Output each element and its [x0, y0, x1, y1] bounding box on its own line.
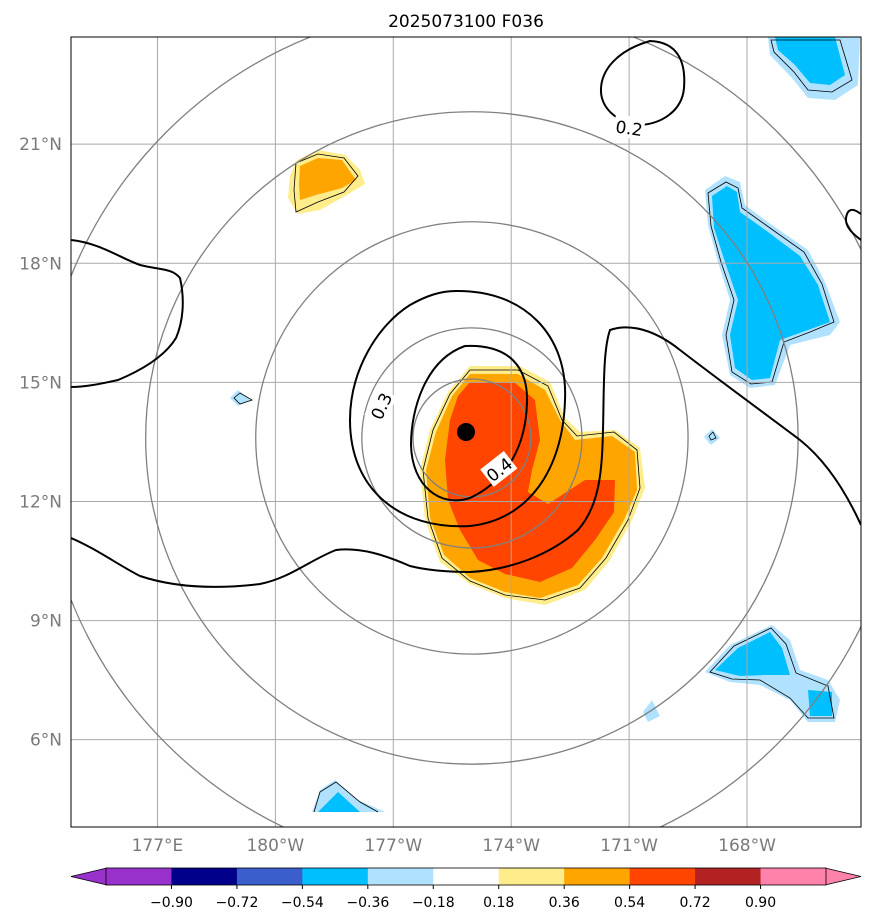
colorbar-segment [302, 868, 369, 885]
colorbar-segment [695, 868, 762, 885]
colorbar: −0.90 −0.72 −0.54 −0.36 −0.18 0.18 0.36 0.54 0.7… [70, 867, 862, 911]
colorbar-segment [171, 868, 238, 885]
contour-label-bg [612, 114, 646, 141]
y-tick-label: 6°N [30, 731, 62, 751]
negative-anomaly-northeast [775, 37, 845, 85]
x-tick-label: 171°W [600, 836, 658, 856]
contour-0.2-west [71, 239, 184, 388]
y-axis: 21°N 18°N 15°N 12°N 9°N 6°N [19, 135, 62, 750]
colorbar-tick-label: −0.36 [346, 895, 389, 911]
contour-0.2-south [71, 326, 861, 588]
outline-negative-east [707, 181, 835, 385]
colorbar-tick-label: −0.18 [412, 895, 455, 911]
colorbar-segment [236, 868, 303, 885]
colorbar-extend-high [824, 867, 862, 886]
x-tick-label: 177°W [364, 836, 422, 856]
x-tick-label: 168°W [718, 836, 776, 856]
y-tick-label: 12°N [19, 492, 62, 512]
outline-negative-small-2 [708, 431, 717, 441]
contour-labels: 0.20.30.4 [364, 114, 646, 487]
anomaly-outlines [233, 39, 853, 813]
colorbar-tick-label: 0.72 [680, 895, 711, 911]
negative-anomaly-east [712, 186, 830, 380]
range-ring-1 [361, 327, 583, 549]
colorbar-tick-label: 0.90 [745, 895, 776, 911]
positive-anomaly-red [445, 382, 615, 582]
negative-anomaly-southeast [715, 632, 790, 676]
positive-anomaly-west-core [299, 158, 356, 200]
x-tick-label: 180°W [246, 836, 304, 856]
colorbar-tick-label: −0.54 [281, 895, 324, 911]
colorbar-tick-label: 0.36 [549, 895, 580, 911]
colorbar-segment [760, 868, 827, 885]
contour-0.3-loop [348, 289, 567, 528]
y-tick-label: 9°N [30, 612, 62, 632]
contour-label: 0.2 [614, 118, 644, 142]
gridlines [71, 37, 861, 827]
colorbar-frame [105, 867, 827, 886]
negative-anomaly-southeast-small [808, 690, 832, 716]
outline-negative-southeast [709, 627, 835, 719]
contour-0.4-loop [409, 344, 529, 502]
negative-anomaly-south [318, 792, 360, 812]
x-axis: 177°E 180°W 177°W 174°W 171°W 168°W [132, 836, 776, 856]
colorbar-segment [564, 868, 631, 885]
colorbar-segment [433, 868, 500, 885]
colorbar-segment [629, 868, 696, 885]
y-tick-label: 21°N [19, 135, 62, 155]
colorbar-tick-label: −0.90 [150, 895, 193, 911]
shaded-fields [230, 37, 860, 812]
outline-negative-northeast [770, 39, 853, 93]
x-tick-label: 177°E [132, 836, 184, 856]
contour-lines [71, 39, 861, 588]
colorbar-segment [106, 868, 172, 885]
contour-label-bg [480, 451, 518, 487]
contour-label-bg [364, 387, 397, 425]
colorbar-segment [498, 868, 565, 885]
outline-negative-south [313, 781, 379, 813]
x-tick-label: 174°W [482, 836, 540, 856]
range-ring-2 [255, 221, 689, 655]
y-tick-label: 18°N [19, 254, 62, 274]
storm-center-marker [457, 423, 475, 441]
chart-title: 2025073100 F036 [388, 12, 544, 32]
colorbar-extend-low [70, 867, 108, 886]
outline-negative-small [233, 392, 253, 405]
colorbar-tick-label: 0.54 [614, 895, 645, 911]
outline-positive-core [422, 369, 641, 601]
map-area: 0.20.30.4 [71, 37, 861, 827]
negative-anomaly-small-3 [704, 429, 720, 445]
colorbar-segment [367, 868, 434, 885]
colorbar-tick-label: 0.18 [483, 895, 514, 911]
map-frame [70, 36, 862, 828]
outline-positive-west [293, 153, 359, 213]
y-tick-label: 15°N [19, 373, 62, 393]
contour-0.2-east [844, 208, 861, 241]
colorbar-tick-label: −0.72 [215, 895, 258, 911]
